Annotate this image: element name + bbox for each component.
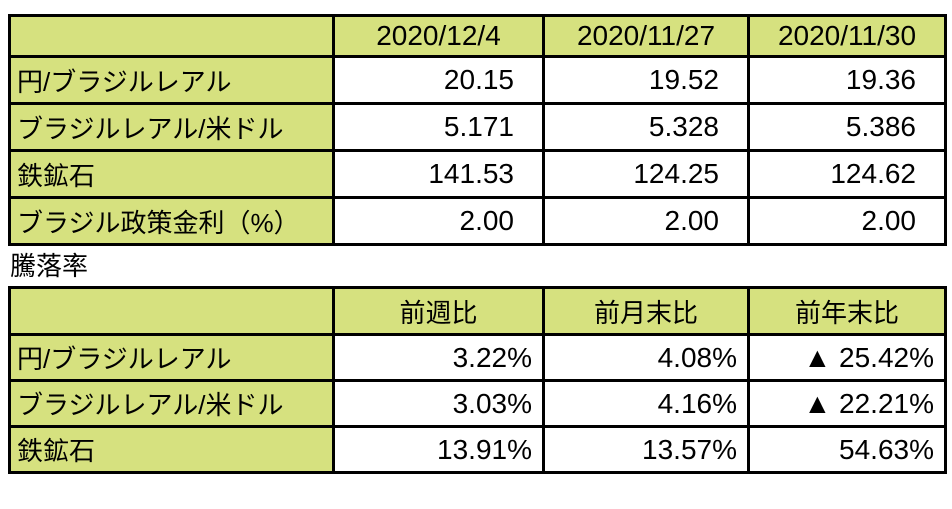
value-cell: ▲ 25.42% [747, 333, 947, 382]
value-cell: 54.63% [747, 425, 947, 474]
date-header-2: 2020/11/27 [542, 14, 750, 58]
section-label: 騰落率 [10, 251, 89, 281]
row-label: ブラジルレアル/米ドル [8, 379, 335, 428]
row-label: 鉄鉱石 [8, 425, 335, 474]
value-cell: 2.00 [542, 196, 750, 246]
value-cell: 124.25 [542, 149, 750, 199]
price-table: 2020/12/4 2020/11/27 2020/11/30 円/ブラジルレア… [8, 14, 947, 246]
value-cell: 2.00 [747, 196, 947, 246]
price-row-policy-rate: ブラジル政策金利（%） 2.00 2.00 2.00 [8, 196, 947, 246]
value-cell: 20.15 [332, 55, 545, 105]
row-label: 円/ブラジルレアル [8, 55, 335, 105]
price-row-brl-usd: ブラジルレアル/米ドル 5.171 5.328 5.386 [8, 102, 947, 152]
value-cell: 2.00 [332, 196, 545, 246]
change-header-wow: 前週比 [332, 286, 545, 336]
change-row-iron-ore: 鉄鉱石 13.91% 13.57% 54.63% [8, 425, 947, 474]
tables-wrap: 2020/12/4 2020/11/27 2020/11/30 円/ブラジルレア… [8, 14, 947, 474]
value-cell: 4.16% [542, 379, 750, 428]
price-row-jpy-brl: 円/ブラジルレアル 20.15 19.52 19.36 [8, 55, 947, 105]
value-cell: 13.91% [332, 425, 545, 474]
row-label: 鉄鉱石 [8, 149, 335, 199]
date-header-3: 2020/11/30 [747, 14, 947, 58]
value-cell: 5.328 [542, 102, 750, 152]
row-label: 円/ブラジルレアル [8, 333, 335, 382]
change-table-header-row: 前週比 前月末比 前年末比 [8, 286, 947, 336]
change-table-corner-cell [8, 286, 335, 336]
value-cell: 141.53 [332, 149, 545, 199]
value-cell: 19.52 [542, 55, 750, 105]
value-cell: 13.57% [542, 425, 750, 474]
row-label: ブラジルレアル/米ドル [8, 102, 335, 152]
change-header-mom: 前月末比 [542, 286, 750, 336]
change-row-brl-usd: ブラジルレアル/米ドル 3.03% 4.16% ▲ 22.21% [8, 379, 947, 428]
price-table-header-row: 2020/12/4 2020/11/27 2020/11/30 [8, 14, 947, 58]
date-header-1: 2020/12/4 [332, 14, 545, 58]
row-label: ブラジル政策金利（%） [8, 196, 335, 246]
value-cell: 3.22% [332, 333, 545, 382]
price-row-iron-ore: 鉄鉱石 141.53 124.25 124.62 [8, 149, 947, 199]
value-cell: 3.03% [332, 379, 545, 428]
value-cell: 5.171 [332, 102, 545, 152]
price-table-corner-cell [8, 14, 335, 58]
change-rate-table: 前週比 前月末比 前年末比 円/ブラジルレアル 3.22% 4.08% ▲ 25… [8, 286, 947, 474]
value-cell: 5.386 [747, 102, 947, 152]
change-row-jpy-brl: 円/ブラジルレアル 3.22% 4.08% ▲ 25.42% [8, 333, 947, 382]
value-cell: 19.36 [747, 55, 947, 105]
change-header-ytd: 前年末比 [747, 286, 947, 336]
value-cell: 4.08% [542, 333, 750, 382]
value-cell: 124.62 [747, 149, 947, 199]
value-cell: ▲ 22.21% [747, 379, 947, 428]
